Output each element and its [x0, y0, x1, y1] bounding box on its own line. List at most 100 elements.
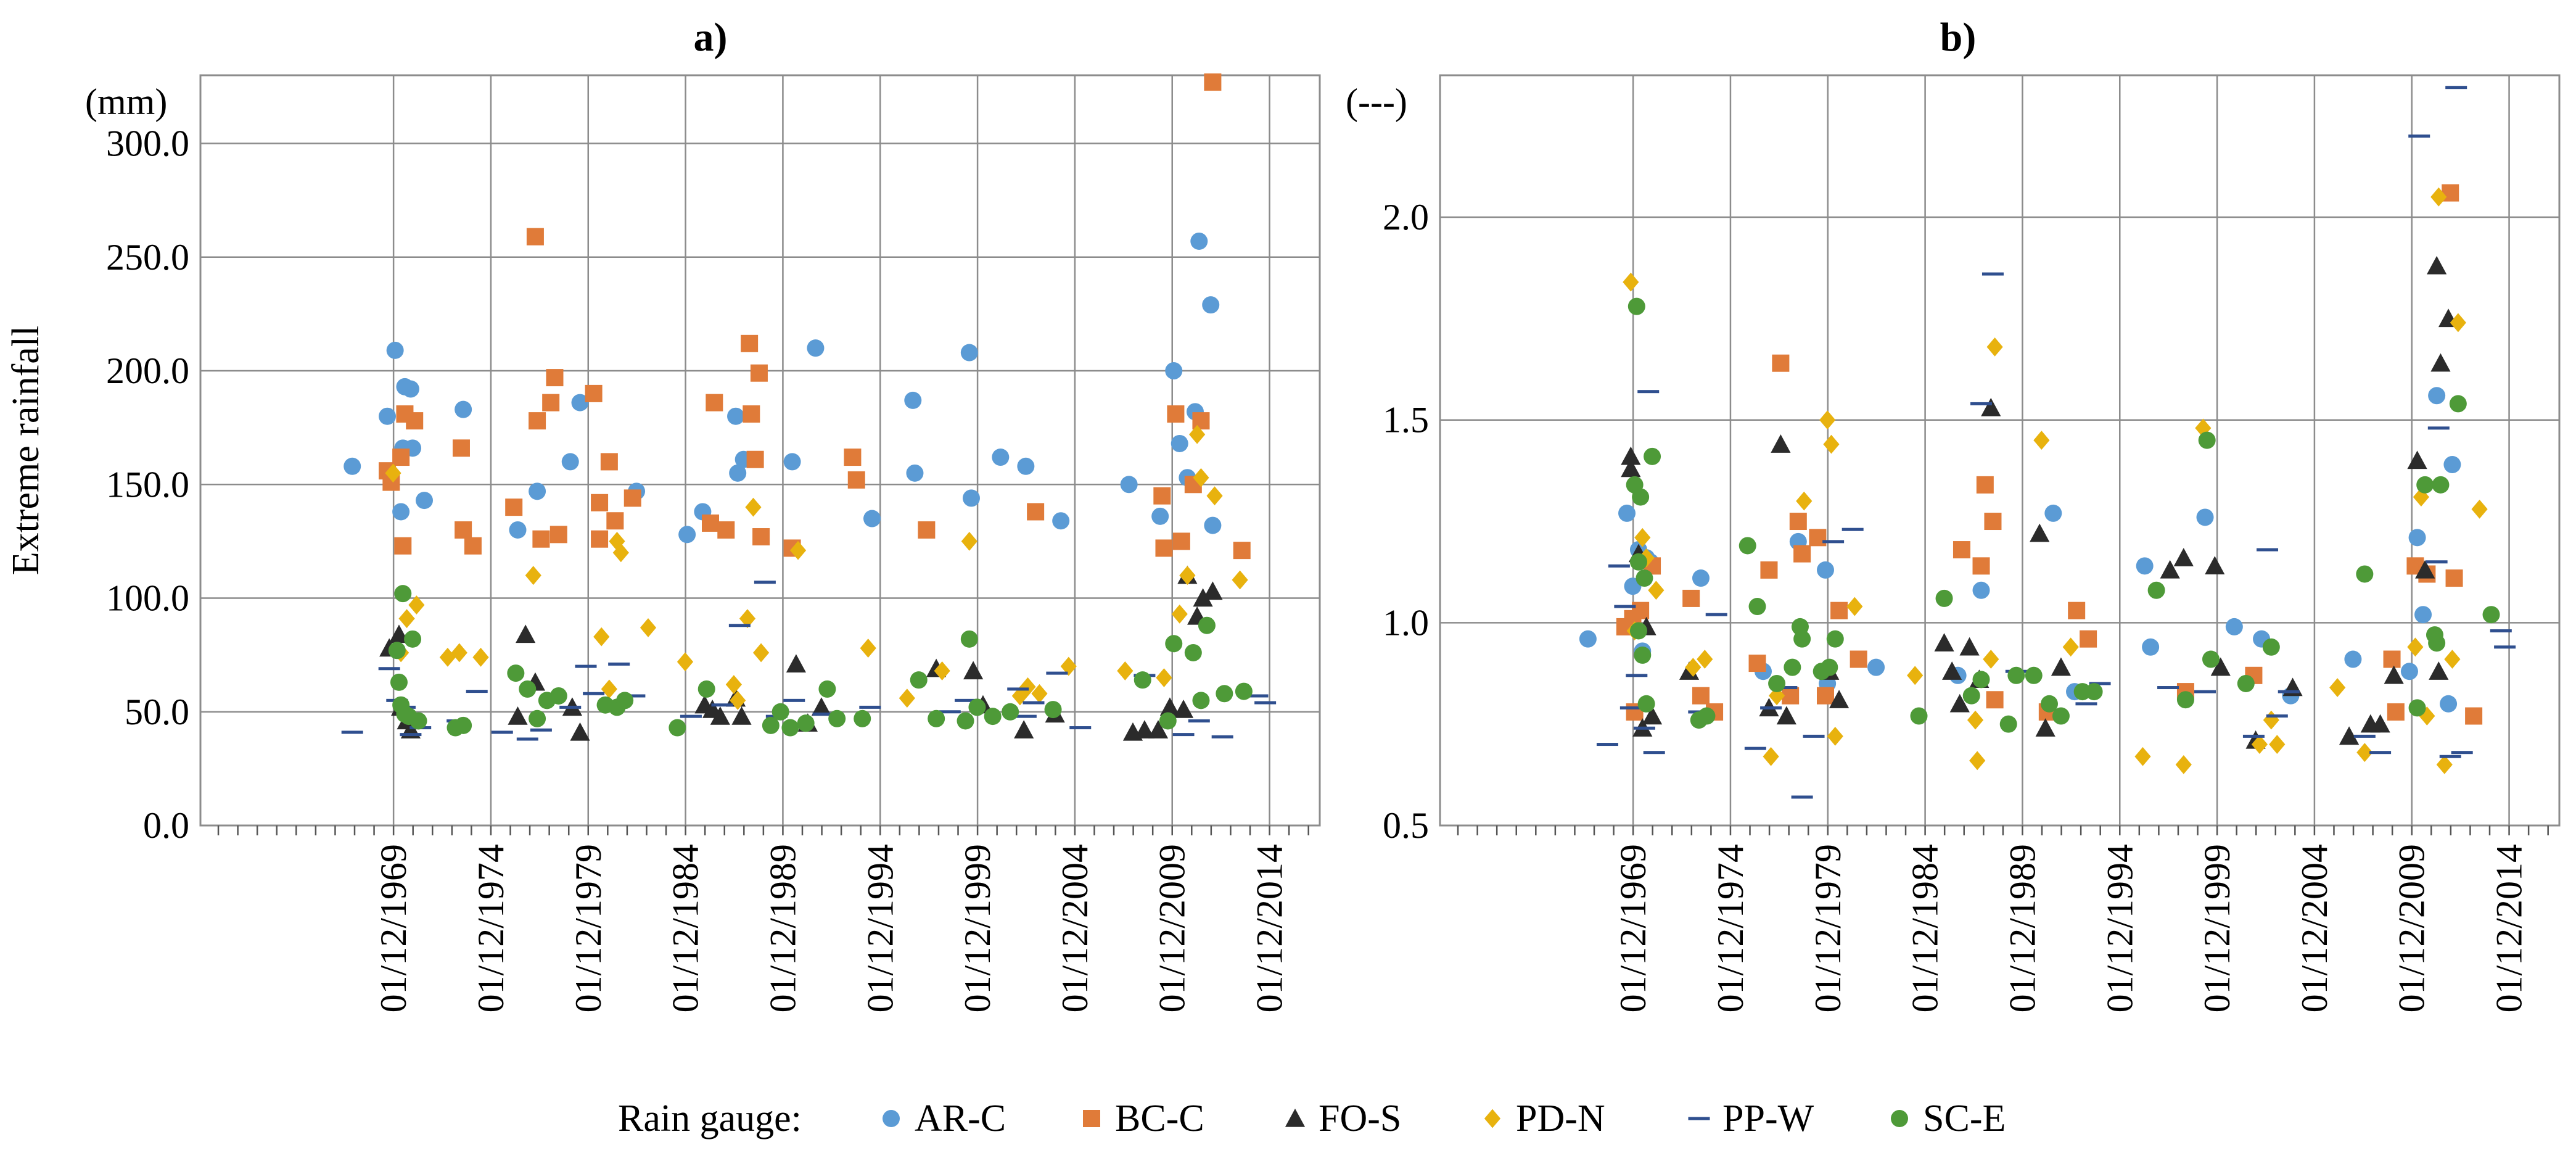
data-point-pd-n: [730, 690, 746, 710]
data-point-pd-n: [1967, 710, 1984, 730]
data-point-pp-w: [1803, 734, 1825, 738]
data-point-pp-w: [1970, 402, 1993, 405]
data-point-ar-c: [1165, 362, 1183, 380]
data-point-ar-c: [2443, 456, 2461, 474]
data-point-sc-e: [455, 716, 472, 734]
data-point-pd-n: [2062, 637, 2079, 657]
data-point-ar-c: [807, 339, 825, 357]
series-bc-c: [379, 73, 1251, 560]
data-point-pd-n: [612, 543, 629, 563]
data-point-pp-w: [623, 694, 646, 698]
data-point-fo-s: [2282, 677, 2303, 697]
data-point-ar-c: [1202, 296, 1220, 314]
data-point-sc-e: [2356, 565, 2374, 583]
data-point-bc-c: [1809, 529, 1827, 547]
y-tick-label: 1.5: [1383, 400, 1429, 441]
data-point-pp-w: [2408, 134, 2430, 138]
data-point-fo-s: [1642, 706, 1663, 725]
data-point-bc-c: [623, 489, 641, 507]
data-point-pd-n: [1823, 434, 1840, 454]
data-point-fo-s: [2051, 657, 2072, 676]
data-point-bc-c: [1793, 545, 1811, 563]
data-point-fo-s: [1193, 588, 1213, 607]
data-point-fo-s: [2429, 661, 2449, 680]
series-pp-w: [341, 581, 1277, 741]
data-point-pd-n: [2329, 678, 2346, 697]
data-point-fo-s: [1771, 434, 1791, 453]
data-point-bc-c: [1682, 589, 1700, 607]
data-point-pd-n: [725, 675, 742, 694]
data-point-sc-e: [762, 716, 780, 734]
y-tick-label: 100.0: [106, 578, 189, 619]
data-point-ar-c: [392, 503, 410, 521]
data-point-bc-c: [1760, 561, 1778, 579]
x-tick-label: 01/12/1974: [1710, 844, 1751, 1012]
data-point-sc-e: [1002, 703, 1019, 721]
x-tick-label: 01/12/1974: [471, 844, 511, 1012]
data-point-sc-e: [1629, 553, 1647, 571]
unit-label-b: (---): [1346, 81, 1407, 122]
data-point-pp-w: [955, 698, 977, 702]
legend-item-pp-w: PP-W: [1688, 1098, 1814, 1140]
data-point-sc-e: [2052, 707, 2070, 725]
data-point-sc-e: [2432, 476, 2450, 494]
data-point-ar-c: [863, 510, 881, 527]
data-point-pp-w: [1614, 605, 1636, 608]
x-tick-label: 01/12/1989: [2002, 844, 2043, 1012]
data-point-sc-e: [1935, 589, 1953, 607]
data-point-fo-s: [1134, 720, 1155, 738]
data-point-pd-n: [1986, 337, 2003, 357]
legend-item-ar-c: AR-C: [883, 1098, 1006, 1140]
data-point-sc-e: [1627, 297, 1645, 315]
y-axis-label-a: Extreme rainfall: [5, 326, 47, 576]
data-point-sc-e: [1637, 695, 1655, 713]
data-point-sc-e: [1821, 658, 1838, 676]
panel-a: 0.0 50.0 100.0 150.0 200.0 250.0 300.0 01/12/19…: [5, 15, 1321, 1012]
data-point-pp-w: [1643, 751, 1665, 755]
legend-item-sc-e: SC-E: [1891, 1098, 2006, 1140]
data-point-bc-c: [529, 412, 546, 430]
data-point-fo-s: [1829, 690, 1850, 708]
data-point-pd-n: [1648, 581, 1665, 600]
data-point-pp-w: [2451, 751, 2473, 755]
data-point-ar-c: [571, 394, 589, 412]
data-point-pp-w: [2445, 86, 2467, 89]
series-sc-e: [388, 585, 1253, 737]
data-point-ar-c: [2400, 663, 2418, 680]
data-point-sc-e: [2449, 395, 2467, 413]
data-point-fo-s: [710, 706, 730, 725]
data-point-pd-n: [1819, 410, 1836, 430]
data-point-pd-n: [1969, 751, 1986, 771]
data-point-bc-c: [455, 521, 472, 539]
data-point-sc-e: [1198, 616, 1216, 634]
data-point-ar-c: [455, 400, 472, 418]
data-point-pp-w: [1211, 735, 1233, 738]
data-point-ar-c: [344, 457, 361, 475]
data-point-bc-c: [585, 384, 603, 402]
data-point-pd-n: [1206, 486, 1223, 506]
data-point-pp-w: [1596, 743, 1618, 747]
data-point-bc-c: [532, 530, 550, 548]
data-point-bc-c: [2465, 707, 2483, 725]
data-point-pp-w: [2369, 751, 2392, 755]
data-point-pd-n: [640, 618, 657, 637]
y-tick-label: 150.0: [106, 464, 189, 505]
data-point-sc-e: [529, 709, 546, 727]
data-point-pp-w: [559, 705, 582, 709]
data-point-sc-e: [984, 708, 1002, 726]
y-tick-label: 250.0: [106, 237, 189, 278]
data-point-pp-w: [1007, 687, 1029, 691]
data-point-pp-w: [783, 698, 805, 702]
data-point-bc-c: [1830, 602, 1848, 619]
data-point-pd-n: [2251, 735, 2268, 754]
legend-item-fo-s: FO-S: [1285, 1098, 1401, 1140]
data-point-pp-w: [1046, 671, 1068, 675]
data-point-fo-s: [1934, 633, 1954, 652]
data-point-pd-n: [677, 652, 694, 672]
data-point-pp-w: [530, 728, 552, 732]
data-point-pd-n: [2430, 187, 2447, 207]
data-point-pp-w: [680, 714, 702, 718]
data-point-pd-n: [2195, 418, 2212, 438]
data-point-ar-c: [2344, 650, 2362, 668]
data-point-sc-e: [1826, 630, 1844, 648]
